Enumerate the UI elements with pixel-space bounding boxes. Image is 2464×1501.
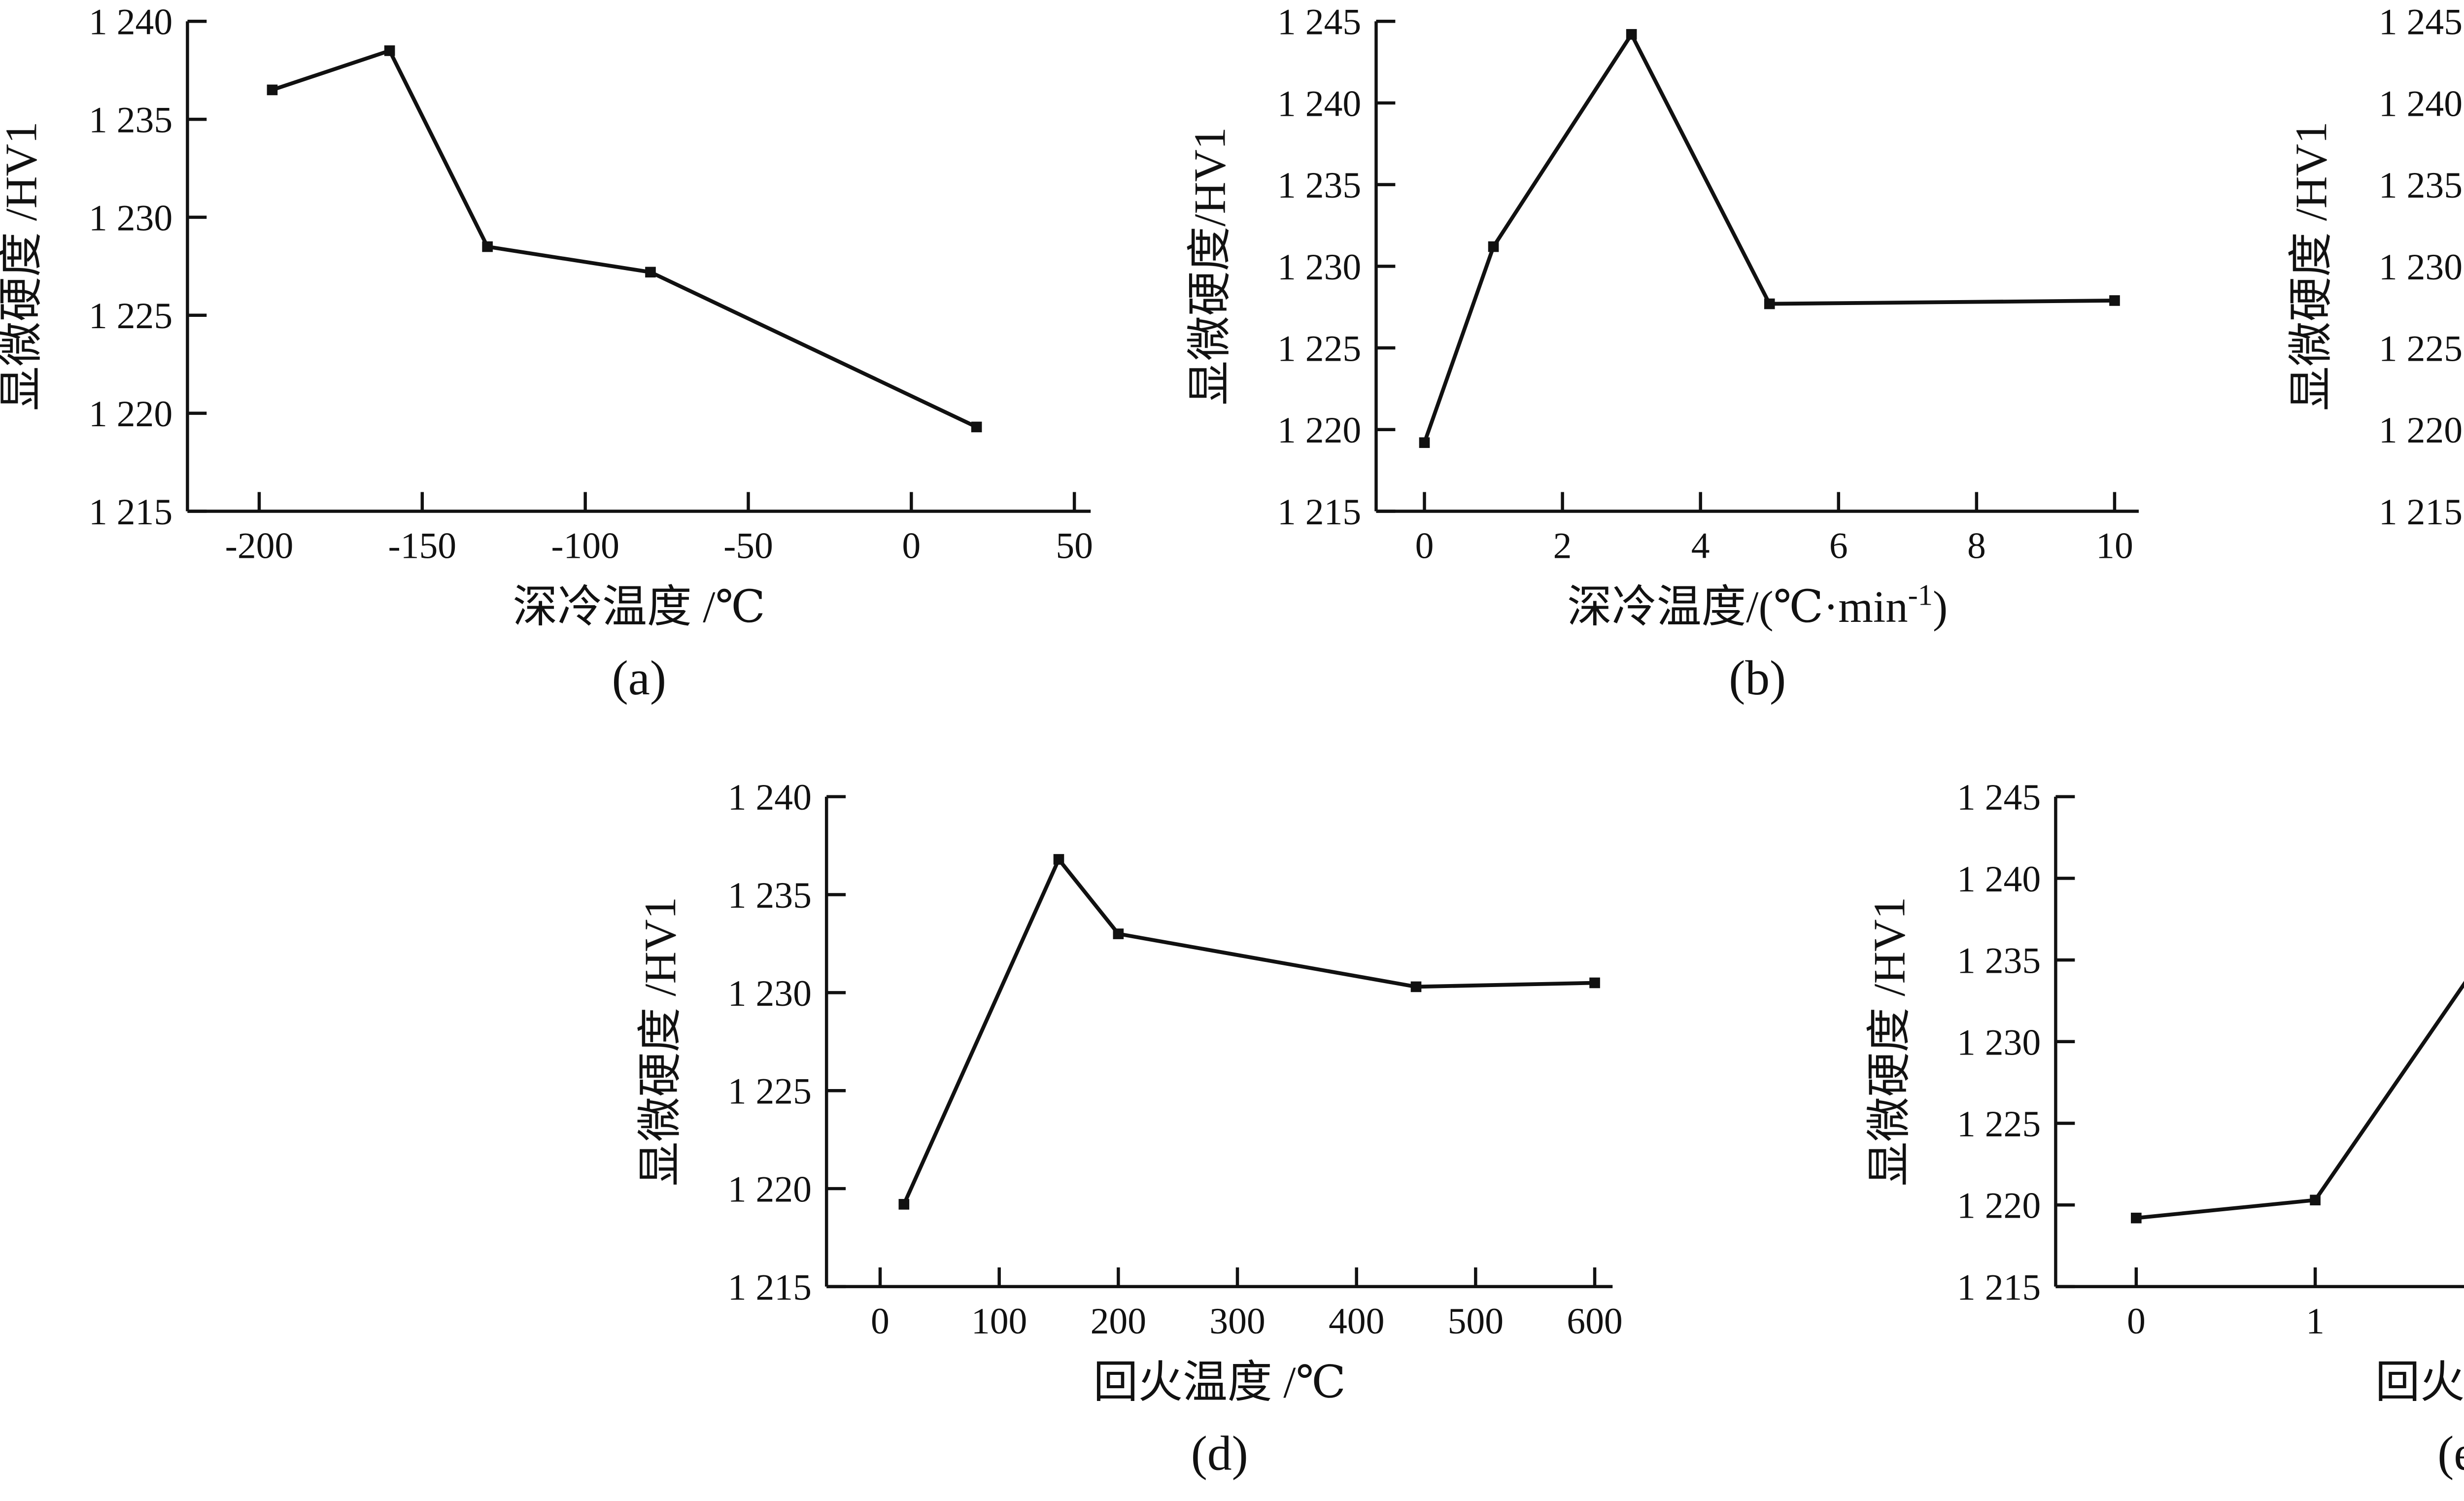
data-point-marker xyxy=(1488,241,1499,252)
data-point-marker xyxy=(482,241,493,252)
data-point-marker xyxy=(1626,29,1637,40)
x-tick-label: 1 xyxy=(2306,1301,2325,1342)
x-tick-label: 4 xyxy=(1691,526,1710,567)
x-tick-label: 100 xyxy=(971,1301,1027,1342)
x-tick-label: 10 xyxy=(2096,526,2133,567)
x-axis-label: 深冷温度 /℃ xyxy=(513,582,766,632)
data-point-marker xyxy=(1053,854,1064,865)
y-tick-label: 1 230 xyxy=(728,973,812,1014)
y-tick-label: 1 240 xyxy=(2379,83,2463,124)
data-point-marker xyxy=(1419,437,1430,448)
y-tick-label: 1 220 xyxy=(89,394,172,435)
y-tick-label: 1 240 xyxy=(1957,859,2041,900)
y-tick-label: 1 225 xyxy=(1277,329,1361,370)
y-axis-label: 显微硬度 /HV1 xyxy=(1864,897,1914,1186)
y-tick-label: 1 235 xyxy=(2379,165,2463,206)
y-tick-label: 1 245 xyxy=(1957,777,2041,818)
y-tick-label: 1 235 xyxy=(728,875,812,916)
data-line xyxy=(902,855,1595,1205)
y-tick-label: 1 230 xyxy=(1277,247,1361,288)
data-point-marker xyxy=(2109,295,2120,306)
y-tick-label: 1 225 xyxy=(1957,1104,2041,1145)
panel-caption: (d) xyxy=(1191,1426,1248,1481)
x-tick-label: -50 xyxy=(723,526,773,567)
y-tick-label: 1 220 xyxy=(2379,410,2463,451)
panel-caption: (b) xyxy=(1729,650,1786,705)
data-point-marker xyxy=(384,45,395,56)
x-tick-label: 8 xyxy=(1967,526,1986,567)
y-tick-label: 1 215 xyxy=(728,1267,812,1308)
data-point-marker xyxy=(971,421,982,433)
data-point-marker xyxy=(267,84,278,96)
chart-d-svg: 1 215 1 220 1 225 1 230 1 235 1 240 0 100 200 300… xyxy=(635,777,1622,1481)
x-tick-label: 50 xyxy=(1056,526,1093,567)
x-tick-label: 500 xyxy=(1448,1301,1504,1342)
y-tick-label: 1 230 xyxy=(1957,1022,2041,1063)
y-tick-label: 1 225 xyxy=(2379,329,2463,370)
x-tick-label: -100 xyxy=(551,526,619,567)
data-point-marker xyxy=(1589,977,1600,989)
y-tick-label: 1 240 xyxy=(89,2,172,43)
y-axis-label: 显微硬度/HV1 xyxy=(1185,127,1235,406)
data-point-marker xyxy=(1113,928,1124,939)
data-point-marker xyxy=(2131,1212,2142,1224)
y-tick-label: 1 225 xyxy=(89,296,172,337)
x-tick-label: 400 xyxy=(1329,1301,1384,1342)
y-tick-label: 1 245 xyxy=(2379,2,2463,43)
y-tick-label: 1 240 xyxy=(728,777,812,818)
x-tick-label: 6 xyxy=(1829,526,1848,567)
data-point-marker xyxy=(2310,1194,2321,1206)
x-axis-label: 回火温度 /℃ xyxy=(1093,1358,1346,1407)
y-tick-label: 1 225 xyxy=(728,1071,812,1112)
data-line xyxy=(1422,30,2115,443)
chart-panel-b: 1 215 1 220 1 225 1 230 1 235 1 240 1 245 0 2 4 6 8… xyxy=(1185,0,2156,724)
y-tick-label: 1 230 xyxy=(2379,247,2463,288)
y-axis-label: 显微硬度 /HV1 xyxy=(0,122,46,411)
data-point-marker xyxy=(1410,981,1422,992)
y-tick-label: 1 245 xyxy=(1277,2,1361,43)
data-point-marker xyxy=(1764,298,1775,309)
x-tick-label: 0 xyxy=(2127,1301,2146,1342)
x-axis-label: 回火次数 xyxy=(2375,1358,2464,1407)
x-tick-label: 600 xyxy=(1567,1301,1622,1342)
y-tick-label: 1 215 xyxy=(1277,492,1361,533)
y-tick-label: 1 220 xyxy=(1277,410,1361,451)
x-axis-label: 深冷温度/(℃·min-1​) xyxy=(1567,579,1948,632)
x-tick-label: 200 xyxy=(1091,1301,1146,1342)
chart-b-svg: 1 215 1 220 1 225 1 230 1 235 1 240 1 245 0 2 4 6 8… xyxy=(1185,2,2139,705)
data-line xyxy=(272,48,978,429)
x-tick-label: 0 xyxy=(902,526,921,567)
y-axis-label: 显微硬度 /HV1 xyxy=(2286,122,2336,411)
chart-a-svg: 1 215 1 220 1 225 1 230 1 235 1 240 -200 -150 -1… xyxy=(0,2,1093,705)
y-tick-label: 1 235 xyxy=(1277,165,1361,206)
y-tick-label: 1 240 xyxy=(1277,83,1361,124)
y-tick-label: 1 235 xyxy=(1957,941,2041,982)
x-tick-label: 0 xyxy=(1415,526,1434,567)
y-tick-label: 1 215 xyxy=(2379,492,2463,533)
x-tick-label: 0 xyxy=(871,1301,890,1342)
panel-caption: (e) xyxy=(2437,1426,2464,1481)
y-tick-label: 1 220 xyxy=(1957,1186,2041,1227)
y-tick-label: 1 230 xyxy=(89,198,172,239)
data-point-marker xyxy=(645,267,656,278)
y-tick-label: 1 220 xyxy=(728,1169,812,1210)
data-point-marker xyxy=(898,1199,910,1210)
x-tick-label: -150 xyxy=(388,526,456,567)
y-tick-label: 1 235 xyxy=(89,100,172,141)
x-tick-label: -200 xyxy=(225,526,294,567)
x-tick-label: 2 xyxy=(1553,526,1572,567)
chart-panel-d: 1 215 1 220 1 225 1 230 1 235 1 240 0 100 200 300… xyxy=(635,775,1630,1500)
x-tick-label: 300 xyxy=(1209,1301,1265,1342)
y-tick-label: 1 215 xyxy=(89,492,172,533)
chart-panel-a: 1 215 1 220 1 225 1 230 1 235 1 240 -200 -150 -1… xyxy=(0,0,1108,724)
panel-caption: (a) xyxy=(612,650,666,705)
y-axis-label: 显微硬度 /HV1 xyxy=(635,897,685,1186)
y-tick-label: 1 215 xyxy=(1957,1267,2041,1308)
data-line xyxy=(2136,981,2464,1220)
